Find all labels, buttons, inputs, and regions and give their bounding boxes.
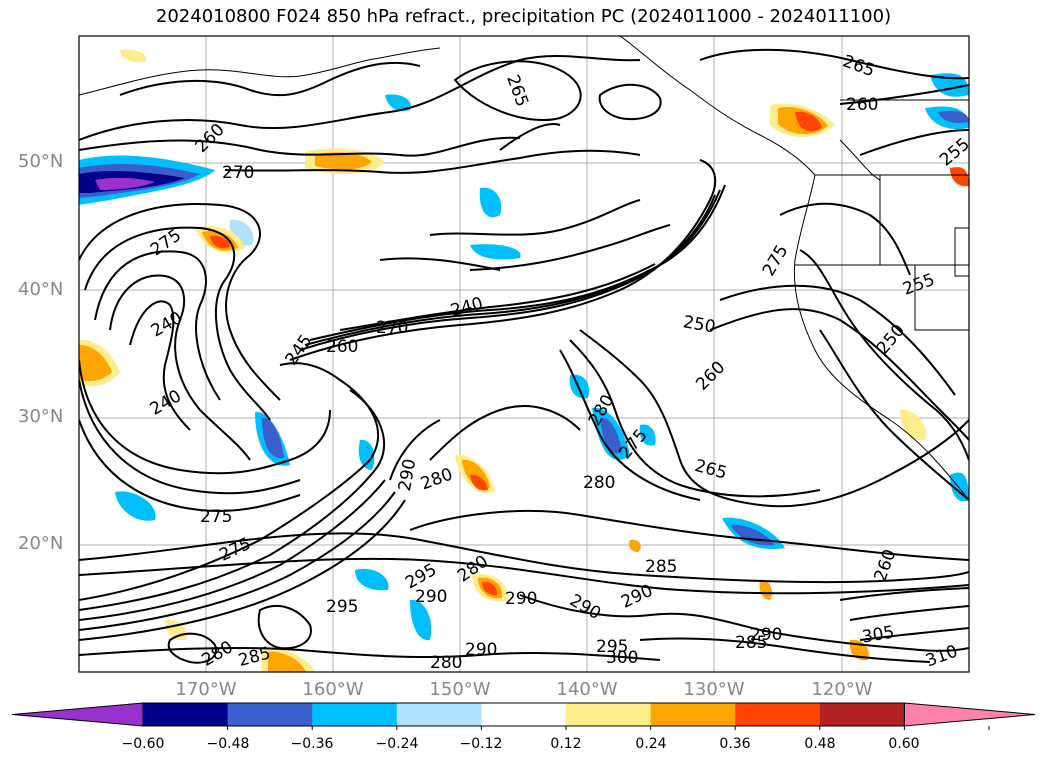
colorbar-segment — [143, 703, 229, 726]
colorbar-tick-label: −0.36 — [290, 736, 334, 752]
colorbar-segment — [735, 703, 821, 726]
contour-label: 285 — [735, 633, 767, 653]
contour-label: 290 — [750, 625, 782, 645]
colorbar-segment — [312, 703, 398, 726]
negative-precip-anomaly-shading — [79, 73, 969, 641]
contour-label: 300 — [606, 648, 638, 668]
lon-label: 120°W — [811, 679, 873, 700]
colorbar-tick-label: 0.36 — [719, 736, 751, 752]
colorbar-segment — [227, 703, 313, 726]
contour-label: 260 — [846, 95, 878, 115]
lat-label: 20°N — [18, 533, 64, 554]
colorbar-tick-label: −0.12 — [459, 736, 503, 752]
colorbar-segment — [819, 703, 905, 726]
map-frame — [78, 35, 970, 673]
contour-label: 290 — [415, 587, 447, 607]
lat-label: 50°N — [18, 151, 64, 172]
colorbar-tick-label: 0.12 — [550, 736, 582, 752]
lon-label: 130°W — [683, 679, 745, 700]
colorbar-frame — [142, 702, 905, 727]
contour-label: 270 — [222, 163, 254, 183]
contour-label: 280 — [430, 653, 462, 673]
contour-label: 270 — [376, 318, 408, 338]
colorbar — [11, 702, 1036, 730]
map-title: 2024010800 F024 850 hPa refract., precip… — [155, 6, 892, 27]
contour-label: 285 — [645, 557, 677, 577]
colorbar-tick-label: −0.24 — [375, 736, 419, 752]
colorbar-extend-high — [903, 702, 1036, 727]
lon-label: 140°W — [556, 679, 618, 700]
contour-label: 290 — [505, 589, 537, 609]
colorbar-segment — [566, 703, 652, 726]
colorbar-tick-label: 0.60 — [888, 736, 920, 752]
contour-label: 260 — [326, 337, 358, 357]
colorbar-extend-low — [11, 702, 144, 727]
map-plot-area: 265 265 260 255 260 270 275 240 240 245 … — [79, 36, 969, 673]
lon-label: 160°W — [302, 679, 364, 700]
lat-label: 40°N — [18, 279, 64, 300]
contour-label: 295 — [596, 637, 628, 657]
contour-label: 280 — [583, 473, 615, 493]
colorbar-tick-label: 0.48 — [804, 736, 836, 752]
colorbar-segment — [650, 703, 736, 726]
colorbar-tick-label: −0.60 — [121, 736, 165, 752]
contour-label: 295 — [326, 597, 358, 617]
colorbar-segment — [396, 703, 482, 726]
colorbar-tick-label: 0.24 — [635, 736, 667, 752]
refractivity-contours — [79, 48, 969, 664]
lon-label: 150°W — [429, 679, 491, 700]
contour-label: 275 — [200, 507, 232, 527]
lon-label: 170°W — [175, 679, 237, 700]
contour-label: 290 — [465, 640, 497, 660]
lat-label: 30°N — [18, 406, 64, 427]
coastlines — [79, 36, 969, 501]
colorbar-tick-label: −0.48 — [206, 736, 250, 752]
colorbar-segment — [481, 703, 567, 726]
